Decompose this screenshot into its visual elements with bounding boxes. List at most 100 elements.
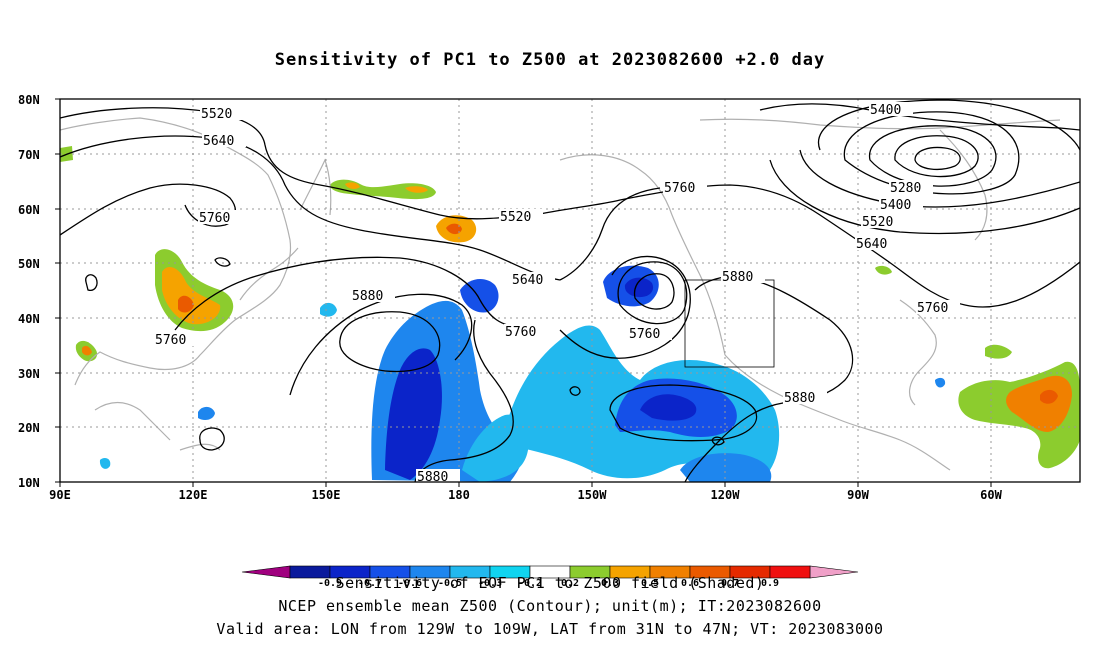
shade-positive-hudson-orange (345, 182, 428, 193)
coastlines (60, 117, 1061, 471)
lon-label: 90E (49, 488, 71, 502)
lon-label: 120E (179, 488, 208, 502)
contour-5760-main (174, 256, 521, 331)
shade-positive-atlantic-orange (1006, 375, 1072, 432)
contour-5280-ring1 (914, 146, 961, 171)
colorbar-tick-label: -0.7 (358, 578, 382, 589)
coast-asia (60, 117, 292, 386)
shade-positive-china-red (178, 295, 194, 313)
contour-5640-west (60, 135, 561, 281)
coast-alaska (559, 154, 726, 356)
shade-positive-atlantic-red (1040, 389, 1058, 404)
lat-label: 10N (18, 476, 40, 490)
contour-label: 5400 (870, 103, 901, 118)
contour-5760-east-trough (539, 184, 1080, 308)
colorbar-tick-label: -0.2 (518, 578, 542, 589)
lon-label: 180 (448, 488, 470, 502)
lat-label: 30N (18, 367, 40, 381)
contour-label: 5880 (352, 289, 383, 304)
coast-japan (239, 247, 299, 301)
colorbar: -0.9 -0.7 -0.6 -0.5 -0.3 -0.2 0.2 0.3 0.5 0.6 0.7 0… (241, 565, 859, 589)
lat-label: 20N (18, 421, 40, 435)
contour-label: 5640 (856, 237, 887, 252)
shade-negative-small-1 (198, 406, 215, 421)
colorbar-tick-label: 0.9 (761, 578, 779, 589)
colorbar-tick-label: -0.5 (438, 578, 462, 589)
contour-label: 5760 (917, 301, 948, 316)
colorbar-tick-label: 0.5 (641, 578, 659, 589)
contour-label: 5760 (505, 325, 536, 340)
contour-5280-ring2 (894, 135, 979, 178)
tick-marks (55, 98, 992, 487)
lon-label: 120W (711, 488, 741, 502)
shade-negative-small-4 (99, 458, 111, 469)
lon-label: 90W (847, 488, 869, 502)
contour-5640-east (559, 187, 661, 281)
longitude-labels: 90E 120E 150E 180 150W 120W 90W 60W (49, 488, 1002, 502)
contour-5400-east-2 (817, 99, 1080, 151)
contour-5520-east (799, 149, 1080, 208)
contour-label: 5760 (664, 181, 695, 196)
contour-5760-west (60, 183, 237, 236)
shade-negative-small-2 (320, 302, 337, 317)
contour-labels: 5520 5640 5760 5760 5880 5520 5640 5760 … (154, 102, 960, 485)
contour-small-1 (85, 274, 98, 291)
contour-5880-lower-2 (609, 384, 758, 442)
map-title: Sensitivity of PC1 to Z500 at 2023082600… (274, 50, 826, 70)
contour-low-center-ring-2 (617, 261, 688, 325)
contour-5520-west (60, 107, 541, 220)
contour-label: 5760 (199, 211, 230, 226)
lon-label: 150E (312, 488, 341, 502)
contour-label: 5760 (155, 333, 186, 348)
contour-label: 5880 (722, 270, 753, 285)
lat-label: 50N (18, 257, 40, 271)
contour-label: 5280 (890, 181, 921, 196)
colorbar-tick-label: -0.9 (318, 578, 342, 589)
colorbar-tick-label: 0.6 (681, 578, 699, 589)
colorbar-cell (769, 565, 811, 579)
shade-positive-labrador-red (446, 223, 462, 235)
plot-frame (59, 98, 1081, 483)
contour-low-center-ring (633, 273, 675, 310)
contour-label: 5640 (203, 134, 234, 149)
lat-label: 40N (18, 312, 40, 326)
shade-negative-east-pacific-deep (640, 394, 697, 421)
caption-shaded: Sensitivity of EOF PC1 to Z500 field (Sh… (335, 574, 765, 592)
contour-5880-west (289, 293, 473, 396)
contour-label: 5640 (512, 273, 543, 288)
contour-5880-bottom (414, 319, 514, 482)
lat-label: 70N (18, 148, 40, 162)
contour-5880-lower-ring (339, 311, 441, 373)
contour-label: 5520 (201, 107, 232, 122)
shade-negative-hawaii-ring (680, 453, 772, 482)
shade-negative-small-3 (935, 377, 946, 388)
lon-label: 150W (578, 488, 608, 502)
contour-label: 5400 (880, 198, 911, 213)
coast-kamchatka (299, 158, 332, 216)
lat-label: 60N (18, 203, 40, 217)
shade-negative-gulf-alaska-core (624, 277, 654, 298)
contour-label: 5760 (629, 327, 660, 342)
contour-label: 5880 (784, 391, 815, 406)
contour-label: 5520 (500, 210, 531, 225)
coast-greenland (939, 129, 988, 241)
coast-east-us (899, 299, 937, 406)
coast-arctic (699, 118, 1061, 130)
shade-positive-atlantic-green-2 (985, 344, 1012, 359)
colorbar-tick-label: -0.6 (398, 578, 422, 589)
contour-small-4 (199, 427, 225, 451)
colorbar-tick-label: 0.7 (721, 578, 739, 589)
contour-small-5 (711, 436, 725, 446)
shade-positive-china-orange (162, 267, 221, 325)
colorbar-tick-label: 0.2 (561, 578, 579, 589)
lat-label: 80N (18, 93, 40, 107)
shade-negative-central-pacific-core (385, 348, 442, 480)
z500-contours (60, 99, 1080, 482)
caption-valid-area: Valid area: LON from 129W to 109W, LAT f… (216, 620, 884, 638)
contour-small-3 (569, 386, 581, 396)
caption-contour: NCEP ensemble mean Z500 (Contour); unit(… (278, 597, 822, 615)
lon-label: 60W (980, 488, 1002, 502)
contour-5760-center-low (559, 255, 691, 359)
contour-label: 5520 (862, 215, 893, 230)
